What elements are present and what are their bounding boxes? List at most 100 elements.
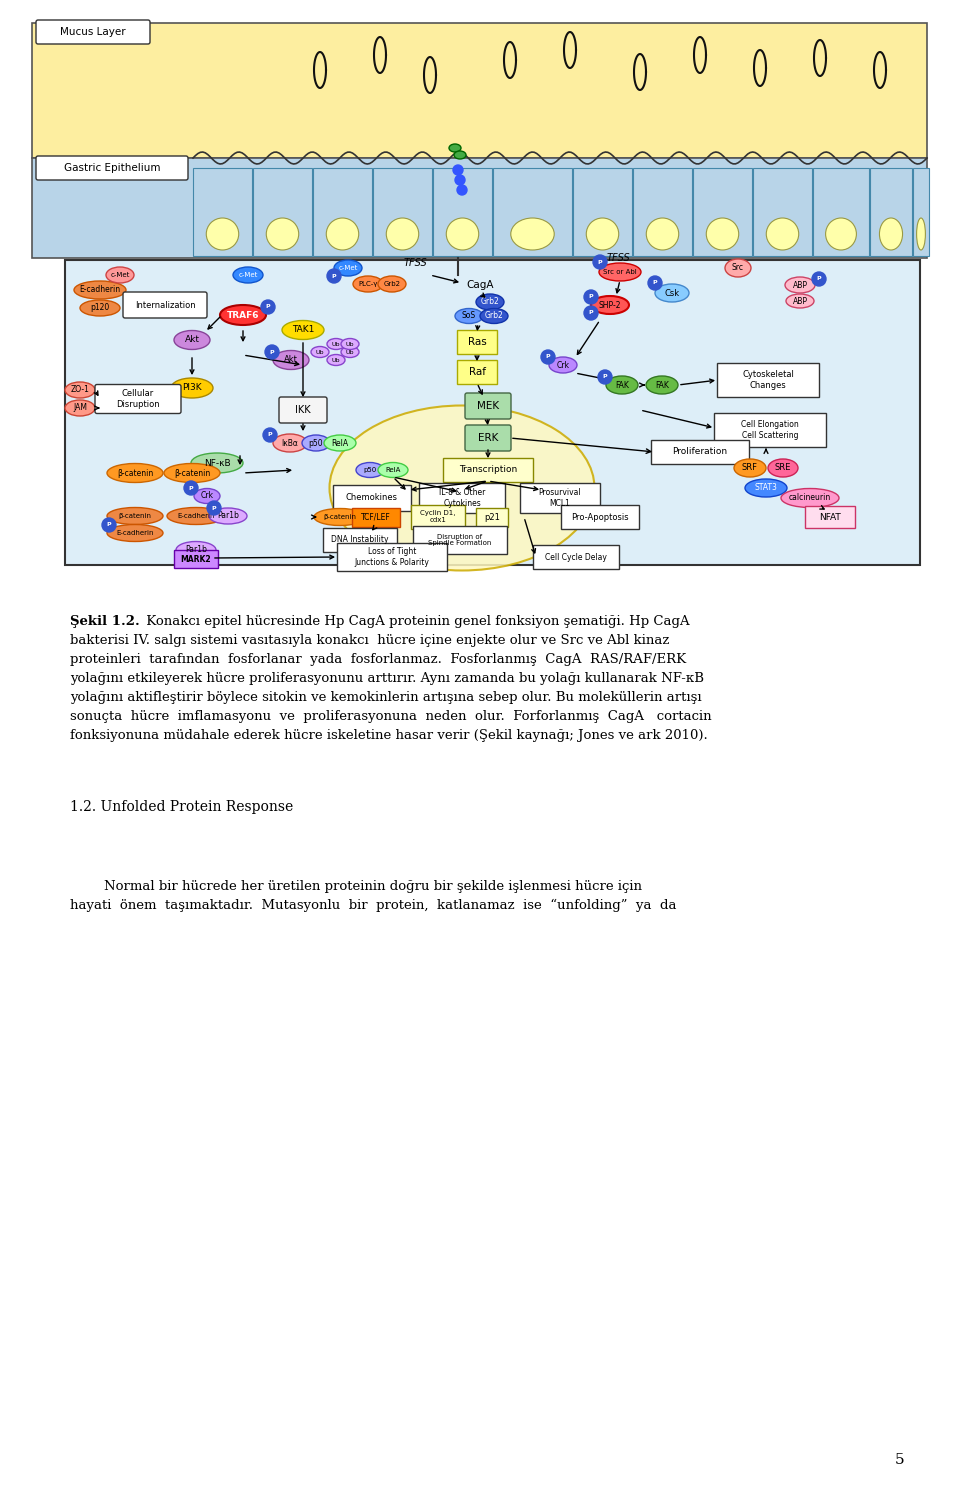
Text: DNA Instability: DNA Instability	[331, 535, 389, 544]
Text: bakterisi IV. salgı sistemi vasıtasıyla konakcı  hücre içine enjekte olur ve Src: bakterisi IV. salgı sistemi vasıtasıyla …	[70, 635, 669, 647]
Text: yolağını aktifleştirir böylece sitokin ve kemokinlerin artışına sebep olur. Bu m: yolağını aktifleştirir böylece sitokin v…	[70, 691, 702, 703]
Text: β-catenin: β-catenin	[324, 514, 356, 520]
Text: Par1b: Par1b	[185, 545, 207, 554]
Text: FAK: FAK	[655, 380, 669, 389]
FancyBboxPatch shape	[36, 156, 188, 180]
Ellipse shape	[194, 489, 220, 504]
Ellipse shape	[164, 463, 220, 483]
Text: Cellular
Disruption: Cellular Disruption	[116, 389, 159, 408]
Circle shape	[584, 291, 598, 304]
Ellipse shape	[606, 375, 638, 393]
Text: Transcription: Transcription	[459, 465, 517, 474]
FancyBboxPatch shape	[651, 440, 749, 463]
Ellipse shape	[454, 150, 466, 159]
Text: ZO-1: ZO-1	[71, 386, 89, 395]
Text: ABP: ABP	[793, 297, 807, 305]
Ellipse shape	[107, 524, 163, 541]
FancyBboxPatch shape	[813, 168, 869, 256]
Text: Şekil 1.2.: Şekil 1.2.	[70, 615, 140, 627]
Ellipse shape	[327, 355, 345, 365]
Ellipse shape	[314, 508, 366, 526]
Ellipse shape	[725, 259, 751, 277]
Circle shape	[261, 299, 275, 314]
Text: Src or Abl: Src or Abl	[603, 270, 636, 276]
Text: TFSS: TFSS	[403, 258, 427, 268]
Text: MARK2: MARK2	[180, 554, 211, 563]
Text: NF-κB: NF-κB	[204, 459, 230, 468]
Ellipse shape	[176, 541, 216, 559]
Text: PI3K: PI3K	[182, 383, 202, 392]
Text: Internalization: Internalization	[134, 301, 195, 310]
Ellipse shape	[353, 276, 383, 292]
FancyBboxPatch shape	[253, 168, 312, 256]
FancyBboxPatch shape	[465, 393, 511, 419]
Ellipse shape	[327, 338, 345, 350]
Text: P: P	[817, 277, 822, 282]
Ellipse shape	[587, 218, 619, 250]
Ellipse shape	[341, 347, 359, 358]
Ellipse shape	[781, 489, 839, 508]
Text: c-Met: c-Met	[110, 273, 130, 279]
FancyBboxPatch shape	[465, 425, 511, 451]
Text: IκBα: IκBα	[281, 438, 299, 447]
Text: Raf: Raf	[468, 367, 486, 377]
FancyBboxPatch shape	[123, 292, 207, 317]
Text: IKK: IKK	[295, 405, 311, 416]
FancyBboxPatch shape	[36, 19, 150, 45]
Text: Cyclin D1,
cdx1: Cyclin D1, cdx1	[420, 511, 456, 523]
Text: Crk: Crk	[557, 361, 569, 370]
Ellipse shape	[455, 308, 483, 323]
FancyBboxPatch shape	[337, 542, 447, 571]
Ellipse shape	[174, 331, 210, 350]
Circle shape	[541, 350, 555, 364]
Ellipse shape	[171, 378, 213, 398]
Circle shape	[184, 481, 198, 495]
Ellipse shape	[220, 305, 266, 325]
Text: P: P	[266, 304, 271, 310]
Circle shape	[457, 185, 467, 195]
Text: Cell Elongation
Cell Scattering: Cell Elongation Cell Scattering	[741, 420, 799, 440]
Ellipse shape	[191, 453, 243, 472]
Ellipse shape	[511, 218, 554, 250]
Text: FAK: FAK	[615, 380, 629, 389]
Circle shape	[648, 276, 662, 291]
Circle shape	[102, 519, 116, 532]
Text: Mucus Layer: Mucus Layer	[60, 27, 126, 37]
Ellipse shape	[273, 434, 307, 451]
Circle shape	[584, 305, 598, 320]
Text: P: P	[653, 280, 658, 286]
Ellipse shape	[655, 285, 689, 302]
Ellipse shape	[768, 459, 798, 477]
Text: hayati  önem  taşımaktadır.  Mutasyonlu  bir  protein,  katlanamaz  ise  “unfold: hayati önem taşımaktadır. Mutasyonlu bir…	[70, 898, 677, 912]
Ellipse shape	[167, 508, 225, 524]
Ellipse shape	[480, 308, 508, 323]
FancyBboxPatch shape	[433, 168, 492, 256]
Circle shape	[598, 370, 612, 384]
Text: Cytoskeletal
Changes: Cytoskeletal Changes	[742, 371, 794, 390]
Circle shape	[327, 270, 341, 283]
Text: p50: p50	[309, 438, 324, 447]
FancyBboxPatch shape	[174, 550, 218, 568]
Text: P: P	[189, 486, 193, 490]
Text: c-Met: c-Met	[338, 265, 358, 271]
Text: P: P	[545, 355, 550, 359]
FancyBboxPatch shape	[32, 158, 927, 258]
Ellipse shape	[206, 218, 239, 250]
Text: RelA: RelA	[385, 466, 400, 472]
Text: P: P	[603, 374, 608, 380]
Ellipse shape	[378, 276, 406, 292]
Text: Par1b: Par1b	[217, 511, 239, 520]
FancyBboxPatch shape	[476, 508, 508, 526]
Text: Loss of Tight
Junctions & Polarity: Loss of Tight Junctions & Polarity	[354, 547, 429, 566]
FancyBboxPatch shape	[352, 508, 400, 526]
Text: Konakcı epitel hücresinde Hp CagA proteinin genel fonksiyon şematiği. Hp CagA: Konakcı epitel hücresinde Hp CagA protei…	[142, 615, 689, 627]
Text: Grb2: Grb2	[481, 298, 499, 307]
FancyBboxPatch shape	[443, 457, 533, 481]
Text: Prosurvival
MCL1: Prosurvival MCL1	[539, 489, 582, 508]
Text: 1.2. Unfolded Protein Response: 1.2. Unfolded Protein Response	[70, 800, 293, 814]
Ellipse shape	[734, 459, 766, 477]
Text: Ub: Ub	[316, 350, 324, 355]
FancyBboxPatch shape	[323, 527, 397, 551]
Text: P: P	[588, 310, 593, 316]
Text: Disruption of
Spindle Formation: Disruption of Spindle Formation	[428, 533, 492, 547]
